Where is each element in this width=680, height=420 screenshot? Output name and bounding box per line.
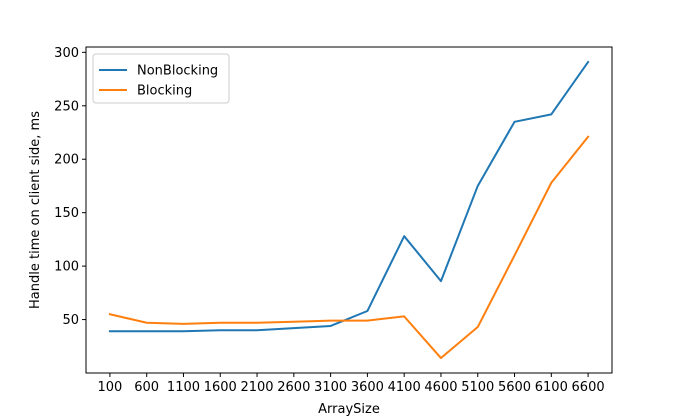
y-tick-label: 100 [54, 260, 79, 275]
x-tick-label: 3100 [314, 380, 347, 395]
x-tick-label: 5100 [461, 380, 494, 395]
x-tick-label: 100 [97, 380, 122, 395]
x-tick-label: 2100 [240, 380, 273, 395]
series-line-nonblocking [108, 60, 590, 333]
axes-frame [85, 46, 613, 374]
y-tick-label: 150 [54, 206, 79, 221]
legend: NonBlocking Blocking [92, 53, 230, 104]
x-tick-label: 5600 [498, 380, 531, 395]
x-axis-label: ArraySize [318, 402, 380, 417]
x-tick-label: 3600 [351, 380, 384, 395]
x-tick-label: 6600 [572, 380, 605, 395]
x-tick-label: 4600 [424, 380, 457, 395]
y-tick-label: 50 [62, 313, 79, 328]
series-layer [108, 60, 590, 360]
legend-label-blocking: Blocking [137, 84, 192, 99]
x-tick-label: 2600 [277, 380, 310, 395]
x-tick-label: 600 [134, 380, 159, 395]
x-axis-ticks: 100 600 1100 1600 2100 2600 3100 3600 4100 4600 51… [97, 373, 605, 395]
y-tick-label: 200 [54, 153, 79, 168]
y-tick-label: 300 [54, 46, 79, 61]
series-line-blocking [108, 135, 590, 360]
y-tick-label: 250 [54, 99, 79, 114]
x-tick-label: 1100 [167, 380, 200, 395]
y-axis-ticks: 50 100 150 200 250 300 [54, 46, 86, 328]
y-axis-label: Handle time on client side, ms [28, 111, 43, 309]
x-tick-label: 1600 [204, 380, 237, 395]
x-tick-label: 6100 [535, 380, 568, 395]
x-tick-label: 4100 [388, 380, 421, 395]
legend-label-nonblocking: NonBlocking [137, 64, 218, 79]
